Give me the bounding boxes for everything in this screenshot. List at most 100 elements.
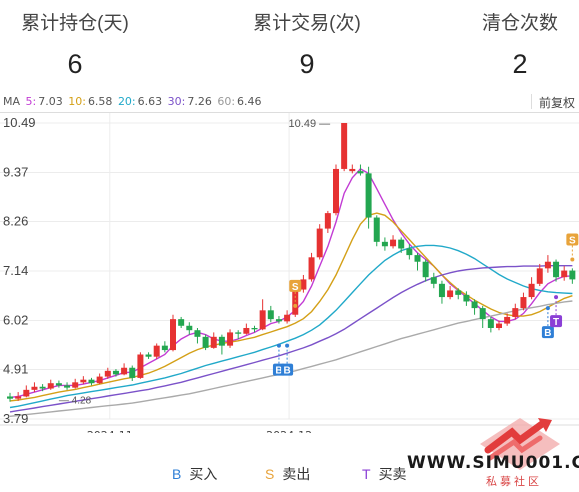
marker-dot xyxy=(554,295,559,300)
candle-body xyxy=(88,379,95,384)
marker-letter: B xyxy=(275,366,282,377)
chart-top-border xyxy=(0,112,579,113)
candle-body xyxy=(55,383,62,386)
candle-body xyxy=(129,367,136,378)
marker-letter: B xyxy=(283,366,290,377)
trade-marker-S: S xyxy=(566,233,579,262)
adjust-divider xyxy=(531,94,532,109)
candle-body xyxy=(341,123,348,169)
trade-marker-T: T xyxy=(550,295,563,328)
candle-body xyxy=(487,319,494,328)
candle-body xyxy=(153,345,160,357)
marker-badge xyxy=(566,233,579,246)
candle-body xyxy=(112,370,119,375)
y-tick-label: 4.91 xyxy=(3,362,28,377)
candle-body xyxy=(455,290,462,295)
candle-body xyxy=(39,386,46,389)
candle-body xyxy=(23,389,30,397)
y-tick-label: 10.49 xyxy=(3,115,36,130)
marker-dot xyxy=(276,343,281,348)
ma5-label: 5: xyxy=(25,95,37,108)
trade-marker-S: S xyxy=(289,279,302,308)
candle-body xyxy=(267,310,274,320)
marker-badge xyxy=(550,315,563,328)
stat-clear-count-value: 2 xyxy=(512,49,528,79)
candle-body xyxy=(243,327,250,334)
candle-body xyxy=(251,327,258,330)
candle-body xyxy=(471,301,478,309)
candle-body xyxy=(438,283,445,298)
ma20-label: 20: xyxy=(117,95,136,108)
ma10-line xyxy=(9,212,573,402)
candle-body xyxy=(398,239,405,249)
stat-trade-count-label: 累计交易(次) xyxy=(253,13,361,34)
ma-indicator-bar: MA 5: 7.03 10: 6.58 20: 6.63 30: 7.26 60: 6.4… xyxy=(3,95,264,108)
candle-body xyxy=(561,270,568,278)
axis-labels: 10.49 9.37 8.26 7.14 6.02 4.91 3.79 2024-11 2024… xyxy=(3,115,330,433)
y-tick-label: 9.37 xyxy=(3,164,28,179)
stats-panel: 累计持仓(天) 6 累计交易(次) 9 清仓次数 2 xyxy=(0,0,579,92)
candle-body xyxy=(324,213,331,229)
watermark-sub: 私募社区 xyxy=(486,476,542,488)
candle-body xyxy=(161,345,168,351)
candle-body xyxy=(430,277,437,284)
ma20-line xyxy=(9,244,573,409)
candle-body xyxy=(275,319,282,322)
ma60-label: 60: xyxy=(217,95,236,108)
legend-trade: T 买卖 xyxy=(362,464,407,484)
candle-body xyxy=(137,354,144,378)
legend-buy-key: B xyxy=(172,466,182,482)
trade-marker-B: B xyxy=(281,343,294,377)
legend-buy: B 买入 xyxy=(172,464,217,484)
legend-sell-key: S xyxy=(265,466,275,482)
ma30-label: 30: xyxy=(167,95,186,108)
ma-prefix: MA xyxy=(3,95,21,108)
candle-body xyxy=(80,379,87,383)
x-tick-label: 2024-11 xyxy=(87,429,133,433)
marker-badge xyxy=(281,363,294,376)
y-tick-label: 3.79 xyxy=(3,411,28,426)
legend-trade-label: 买卖 xyxy=(378,466,407,482)
candle-body xyxy=(553,261,560,278)
candle-body xyxy=(31,386,38,390)
candle-body xyxy=(414,255,421,262)
candle-body xyxy=(496,323,502,328)
candle-body xyxy=(72,382,79,388)
candle-body xyxy=(210,336,217,348)
trade-marker-B: B xyxy=(541,306,554,339)
candle-body xyxy=(479,308,486,320)
marker-dot xyxy=(570,257,575,262)
candle-body xyxy=(218,336,225,346)
watermark-text: WWW.SIMU001.CN xyxy=(407,453,579,473)
marker-badge xyxy=(289,279,302,292)
marker-dot xyxy=(285,343,290,348)
candle-body xyxy=(121,367,128,375)
low-label: — 4.28 xyxy=(59,395,92,406)
watermark-logo-icon xyxy=(480,418,560,470)
candle-body xyxy=(259,310,266,330)
candle-body xyxy=(544,261,551,269)
candle-body xyxy=(15,396,22,399)
candle-body xyxy=(504,316,511,324)
adjust-toggle-button[interactable]: 前复权 xyxy=(538,96,575,110)
candle-body xyxy=(406,248,413,256)
candle-body xyxy=(357,171,364,174)
candle-body xyxy=(170,319,176,351)
legend-sell-label: 卖出 xyxy=(282,466,311,482)
ma30-value: 7.26 xyxy=(187,95,212,108)
stat-hold-days-value: 6 xyxy=(67,49,83,79)
candle-body xyxy=(365,173,372,218)
legend-trade-key: T xyxy=(362,466,371,482)
ma5-value: 7.03 xyxy=(38,95,63,108)
candle-body xyxy=(373,217,380,242)
legend-sell: S 卖出 xyxy=(265,464,310,484)
stat-hold-days-label: 累计持仓(天) xyxy=(21,13,129,34)
candle-body xyxy=(47,383,54,389)
legend-buy-label: 买入 xyxy=(189,466,218,482)
stat-trade-count-value: 9 xyxy=(299,49,315,79)
marker-letter: S xyxy=(569,236,576,247)
candle-body xyxy=(292,289,299,315)
candles xyxy=(7,123,576,402)
marker-dot xyxy=(293,303,298,308)
